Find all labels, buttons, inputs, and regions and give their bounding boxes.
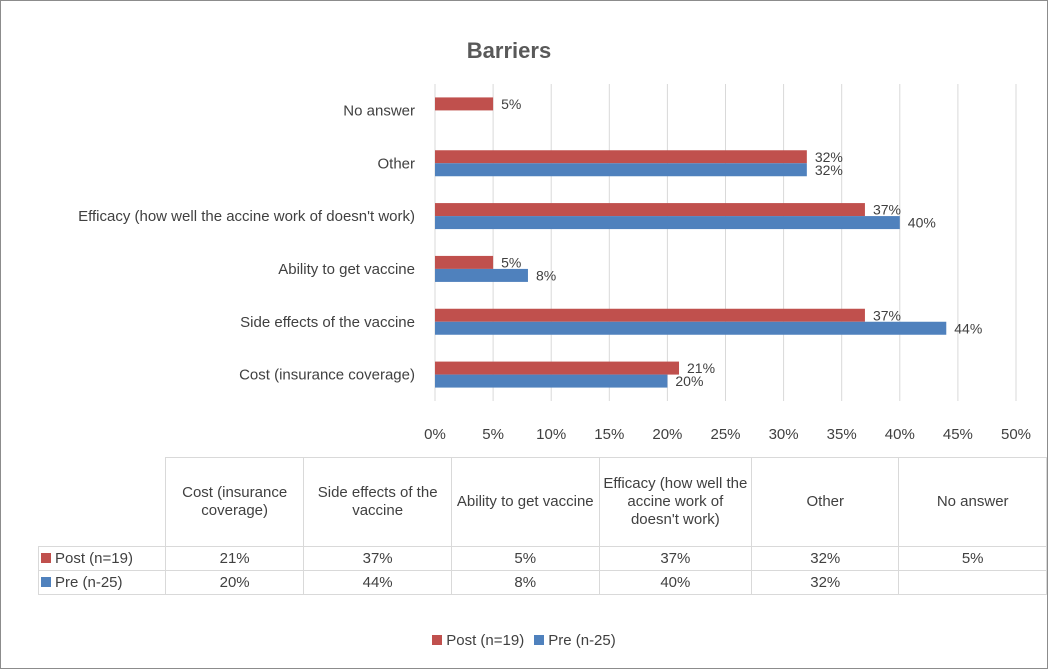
data-label: 5% [501, 96, 521, 112]
x-tick-label: 10% [536, 426, 566, 443]
series-swatch [41, 576, 51, 587]
table-cell [898, 570, 1047, 595]
legend: Post (n=19) Pre (n-25) [1, 632, 1047, 649]
data-label: 44% [954, 320, 982, 336]
table-cell: 40% [598, 570, 753, 595]
table-header-cell: Other [751, 457, 900, 547]
table-row: Pre (n-25) 20% 44% 8% 40% 32% [38, 570, 1047, 595]
legend-swatch [534, 635, 545, 646]
data-label: 21% [687, 360, 715, 376]
category-label: Side effects of the vaccine [240, 314, 415, 331]
x-tick-label: 35% [827, 426, 857, 443]
x-tick-label: 45% [943, 426, 973, 443]
x-tick-label: 50% [1001, 426, 1031, 443]
data-label: 32% [815, 149, 843, 165]
bar [435, 255, 494, 269]
table-cell: 5% [898, 546, 1047, 571]
data-label: 40% [908, 215, 936, 231]
category-label: Other [377, 155, 415, 172]
bar [435, 97, 494, 111]
table-cell: 20% [164, 570, 305, 595]
bar [435, 308, 865, 322]
bar [435, 268, 528, 282]
bar [435, 374, 668, 388]
table-cell: 32% [751, 546, 900, 571]
table-header-cell: Efficacy (how well the accine work of do… [598, 457, 753, 547]
table-corner-cell [38, 457, 166, 547]
legend-label: Post (n=19) [446, 632, 525, 649]
series-swatch [41, 552, 51, 563]
legend-swatch [432, 635, 443, 646]
table-row: Post (n=19) 21% 37% 5% 37% 32% 5% [38, 546, 1047, 571]
data-label: 20% [675, 373, 703, 389]
x-tick-label: 15% [594, 426, 624, 443]
bar [435, 150, 807, 164]
bar [435, 163, 807, 177]
bar [435, 321, 947, 335]
table-series-cell: Pre (n-25) [38, 570, 166, 595]
x-tick-label: 30% [769, 426, 799, 443]
bar [435, 203, 865, 217]
bar [435, 361, 680, 375]
table-series-cell: Post (n=19) [38, 546, 166, 571]
data-table: Cost (insurance coverage) Side effects of… [38, 457, 1047, 595]
table-cell: 37% [598, 546, 753, 571]
x-tick-label: 40% [885, 426, 915, 443]
table-cell: 37% [303, 546, 452, 571]
table-header-row: Cost (insurance coverage) Side effects of… [38, 457, 1047, 547]
table-header-cell: Ability to get vaccine [450, 457, 600, 547]
table-header-cell: Cost (insurance coverage) [164, 457, 305, 547]
table-cell: 5% [450, 546, 600, 571]
table-cell: 21% [164, 546, 305, 571]
data-label: 37% [873, 307, 901, 323]
category-label: Ability to get vaccine [278, 261, 415, 278]
table-header-cell: Side effects of the vaccine [303, 457, 452, 547]
x-tick-label: 5% [482, 426, 504, 443]
table-header-cell: No answer [898, 457, 1047, 547]
x-tick-label: 0% [424, 426, 446, 443]
table-cell: 32% [751, 570, 900, 595]
data-label: 5% [501, 254, 521, 270]
series-name: Post (n=19) [55, 549, 133, 567]
bar [435, 216, 900, 230]
category-label: Cost (insurance coverage) [239, 367, 415, 384]
category-label: No answer [343, 102, 415, 119]
legend-label: Pre (n-25) [548, 632, 616, 649]
bar-chart: Barriers Cost (insurance coverage) Side e… [78, 38, 1031, 443]
data-label: 37% [873, 202, 901, 218]
data-label: 32% [815, 162, 843, 178]
data-label: 8% [536, 267, 556, 283]
table-cell: 44% [303, 570, 452, 595]
x-tick-label: 20% [652, 426, 682, 443]
table-cell: 8% [450, 570, 600, 595]
category-label: Efficacy (how well the accine work of do… [78, 208, 415, 225]
x-tick-label: 25% [710, 426, 740, 443]
series-name: Pre (n-25) [55, 573, 123, 591]
legend-item: Pre (n-25) [534, 632, 616, 649]
legend-item: Post (n=19) [432, 632, 524, 649]
chart-title: Barriers [467, 38, 551, 63]
